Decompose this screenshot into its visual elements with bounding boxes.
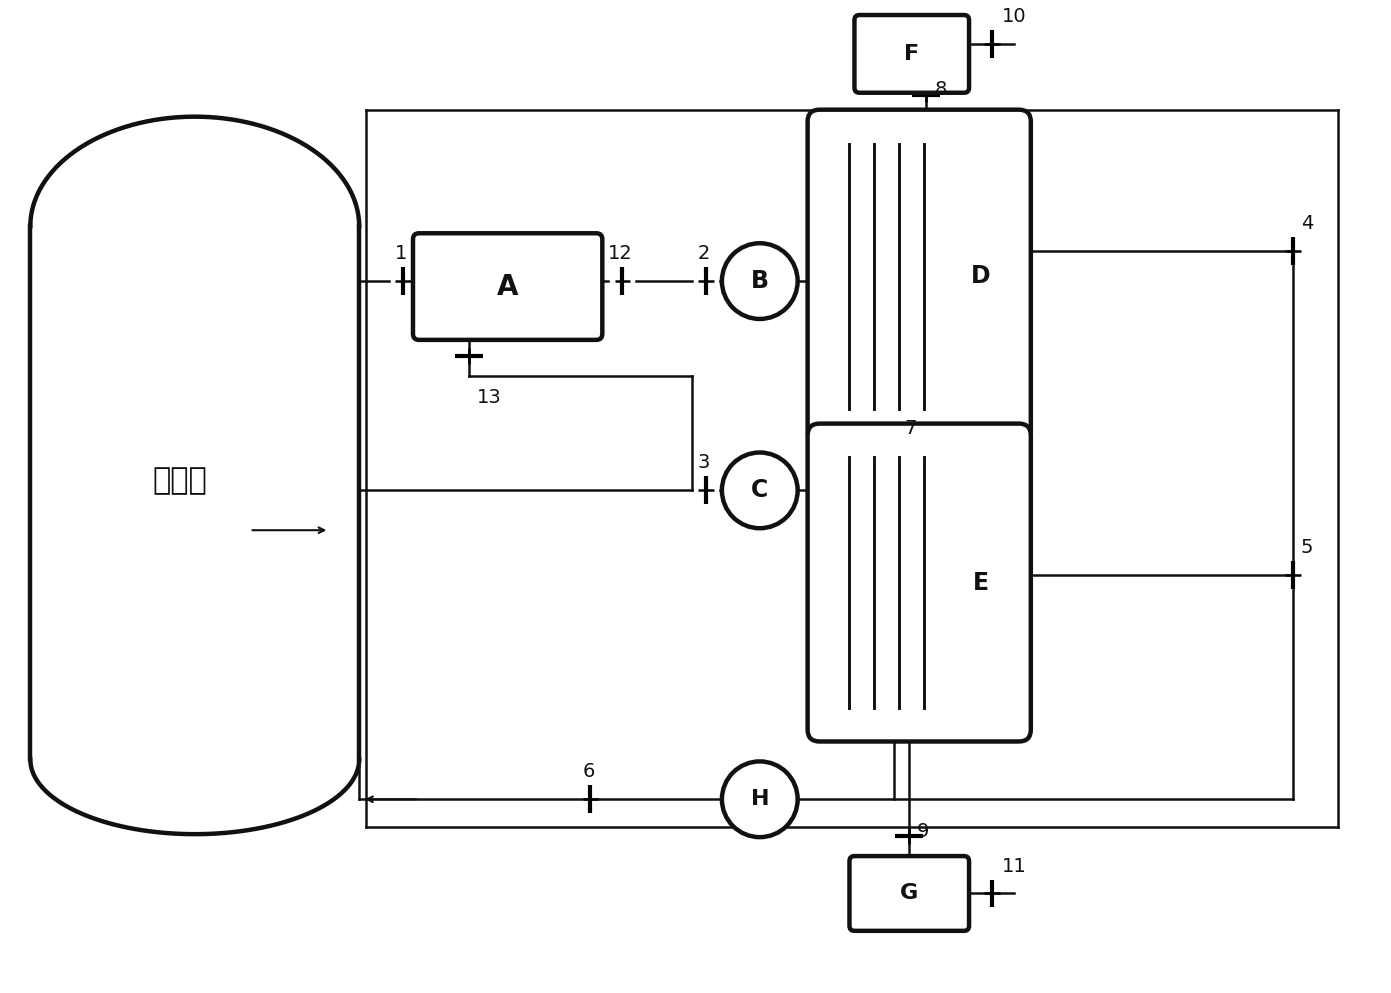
- Text: 5: 5: [1301, 538, 1313, 557]
- Text: 3: 3: [698, 454, 711, 473]
- FancyBboxPatch shape: [413, 233, 602, 340]
- Text: 11: 11: [1002, 857, 1027, 876]
- Text: 12: 12: [608, 244, 633, 263]
- FancyBboxPatch shape: [808, 109, 1031, 443]
- Circle shape: [722, 243, 797, 319]
- Circle shape: [722, 453, 797, 528]
- Text: F: F: [904, 44, 919, 64]
- Text: C: C: [751, 479, 768, 502]
- Text: 4: 4: [1301, 214, 1313, 233]
- Text: G: G: [900, 884, 918, 904]
- Text: 8: 8: [935, 80, 946, 99]
- Text: B: B: [751, 269, 769, 293]
- FancyBboxPatch shape: [808, 424, 1031, 742]
- Text: E: E: [972, 571, 989, 595]
- Text: 2: 2: [698, 244, 711, 263]
- Text: A: A: [497, 272, 519, 301]
- FancyBboxPatch shape: [854, 15, 970, 92]
- Text: 13: 13: [477, 387, 502, 407]
- Text: H: H: [751, 789, 769, 809]
- Text: 7: 7: [904, 419, 917, 438]
- Circle shape: [722, 762, 797, 837]
- Text: 1: 1: [395, 244, 408, 263]
- Text: 6: 6: [583, 763, 594, 781]
- Text: 10: 10: [1002, 7, 1027, 26]
- Text: 9: 9: [917, 821, 929, 841]
- FancyBboxPatch shape: [850, 856, 970, 930]
- Text: 安全壳: 安全壳: [153, 466, 207, 495]
- Text: D: D: [971, 264, 990, 288]
